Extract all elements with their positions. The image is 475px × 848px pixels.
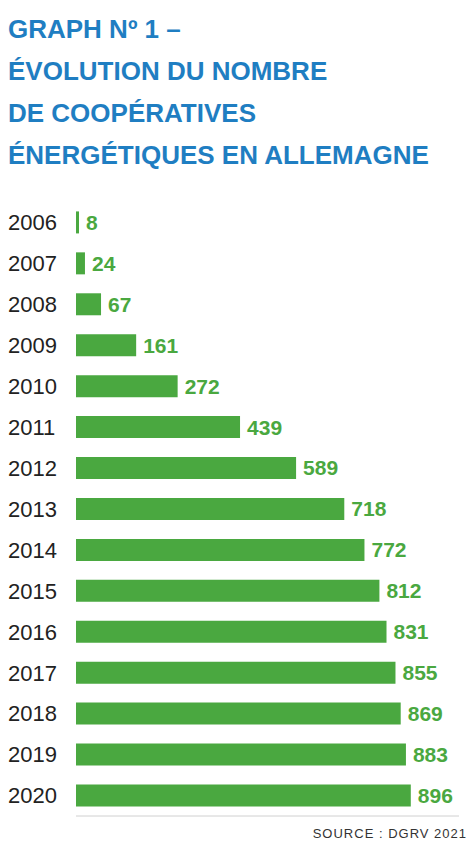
svg-text:272: 272 [185,375,220,398]
svg-text:161: 161 [143,334,178,357]
svg-text:2007: 2007 [8,251,57,276]
svg-text:8: 8 [86,211,98,234]
svg-text:869: 869 [408,702,443,725]
svg-text:24: 24 [92,252,116,275]
svg-text:2006: 2006 [8,210,57,235]
svg-text:718: 718 [351,497,386,520]
svg-text:67: 67 [108,293,131,316]
svg-text:883: 883 [413,743,448,766]
svg-text:2012: 2012 [8,456,57,481]
svg-text:2008: 2008 [8,292,57,317]
svg-text:2011: 2011 [8,415,55,440]
svg-text:831: 831 [394,620,429,643]
svg-text:2019: 2019 [8,742,57,767]
svg-text:589: 589 [303,456,338,479]
svg-text:439: 439 [247,416,282,439]
svg-text:2017: 2017 [8,661,57,686]
svg-text:2014: 2014 [8,538,57,563]
html-text:SOURCE : DGRV 2021: SOURCE : DGRV 2021 [312,826,467,841]
svg-text:772: 772 [371,538,406,561]
svg-text:2018: 2018 [8,701,57,726]
svg-text:2016: 2016 [8,620,57,645]
svg-text:812: 812 [386,579,421,602]
svg-text:2010: 2010 [8,374,57,399]
svg-text:2013: 2013 [8,497,57,522]
svg-text:2015: 2015 [8,579,57,604]
svg-text:896: 896 [418,784,453,807]
svg-text:855: 855 [402,661,437,684]
svg-text:2020: 2020 [8,783,57,808]
svg-text:2009: 2009 [8,333,57,358]
html-text:GRAPH Nº 1 – ÉVOLUTION DU NOMB: GRAPH Nº 1 – ÉVOLUTION DU NOMBRE DE COOP… [8,14,429,170]
